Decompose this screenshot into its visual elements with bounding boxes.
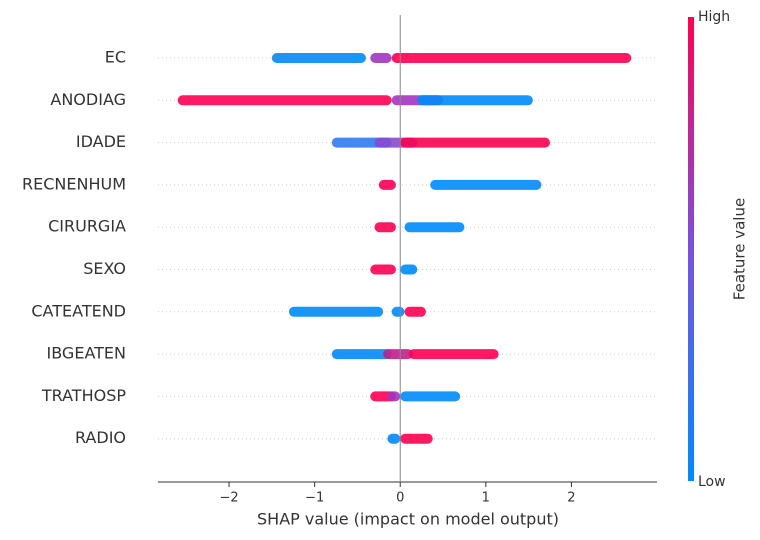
feature-label: ANODIAG: [50, 90, 126, 109]
swarm-segment: [400, 264, 418, 275]
swarm-segment: [331, 349, 392, 360]
x-tick-label: 2: [567, 491, 575, 506]
swarm-segment: [177, 95, 392, 106]
swarm-segment: [288, 306, 384, 317]
feature-label: IDADE: [76, 132, 126, 151]
swarm-segment: [408, 349, 499, 360]
swarm-segment: [400, 391, 461, 402]
swarm-segment: [391, 306, 405, 317]
swarm-segment: [400, 433, 433, 444]
swarm-segment: [417, 95, 533, 106]
swarm-segment: [430, 179, 542, 190]
feature-label: RADIO: [75, 428, 126, 447]
colorbar-high: High: [698, 9, 730, 25]
swarm-segment: [387, 433, 401, 444]
swarm-segment: [370, 264, 396, 275]
swarm-segment: [378, 179, 396, 190]
swarm-segment: [271, 53, 366, 63]
feature-label: EC: [105, 48, 126, 67]
swarm-segment: [374, 222, 396, 233]
colorbar-low: Low: [698, 474, 726, 490]
swarm-segment: [404, 306, 426, 317]
colorbar: [688, 17, 694, 481]
swarm-segment: [404, 222, 465, 233]
feature-label: RECNENHUM: [22, 174, 126, 193]
colorbar-label: Feature value: [731, 198, 749, 300]
feature-label: TRATHOSP: [41, 386, 127, 405]
swarm-segment: [383, 349, 414, 360]
x-tick-label: −1: [305, 491, 324, 506]
swarm-segment: [387, 391, 401, 402]
x-tick-label: −2: [219, 491, 238, 506]
x-axis-label: SHAP value (impact on model output): [257, 510, 559, 529]
x-tick-label: 0: [396, 491, 404, 506]
feature-label: CATEATEND: [31, 301, 126, 320]
swarm-segment: [370, 53, 392, 63]
feature-label: SEXO: [83, 259, 126, 278]
feature-label: CIRURGIA: [48, 217, 126, 236]
x-tick-label: 1: [482, 491, 490, 506]
swarm-segment: [400, 137, 551, 148]
swarm-segment: [391, 53, 632, 63]
feature-label: IBGEATEN: [47, 344, 126, 363]
